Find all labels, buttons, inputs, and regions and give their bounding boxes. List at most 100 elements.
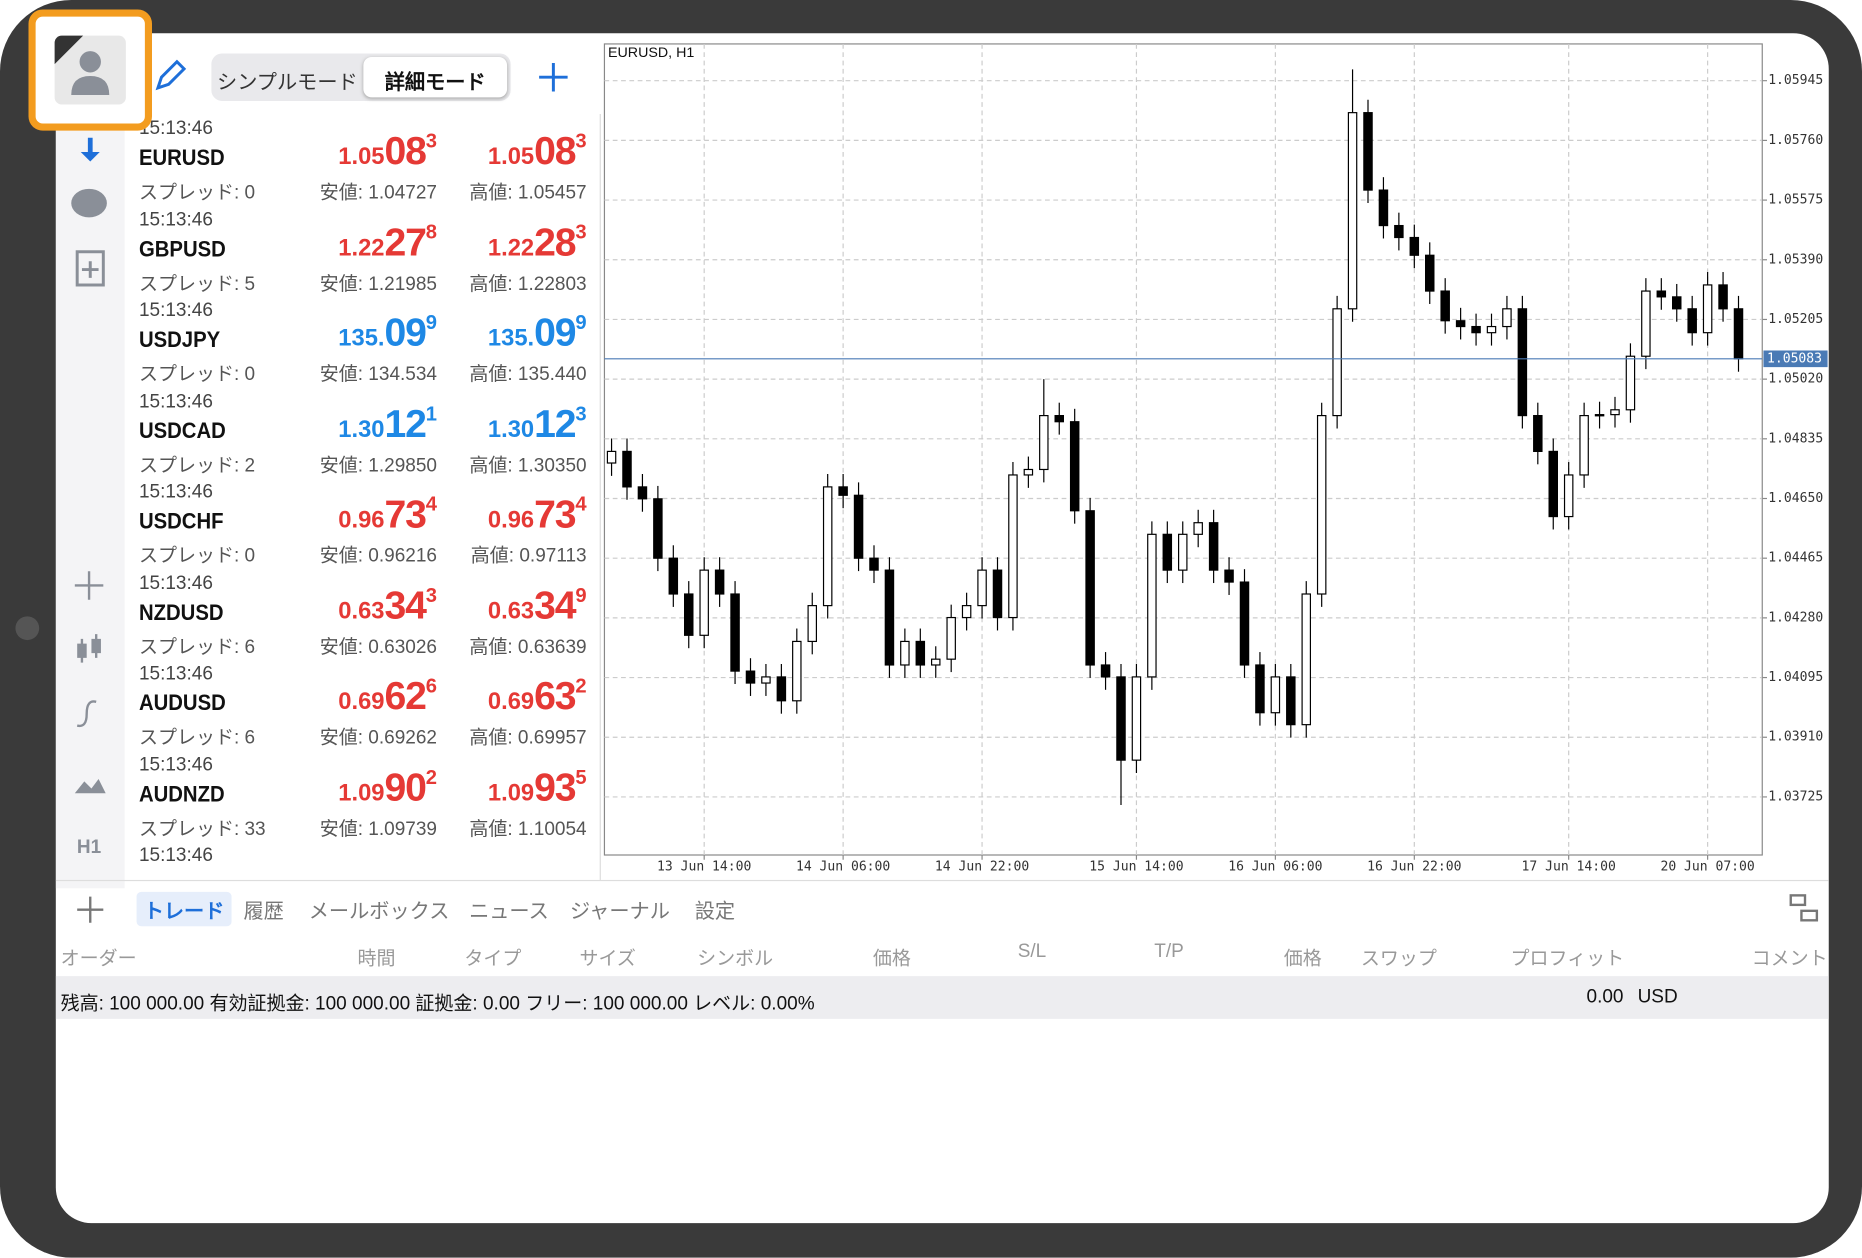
symbol[interactable]: AUDUSD bbox=[138, 691, 226, 717]
bid-price: 0.96734 bbox=[338, 492, 437, 537]
candle-body bbox=[714, 569, 725, 595]
candle-body bbox=[915, 640, 926, 666]
candle-body bbox=[1517, 308, 1528, 417]
candle-body bbox=[1301, 593, 1311, 726]
bid-part: 12 bbox=[384, 400, 427, 445]
chat-icon bbox=[71, 188, 107, 218]
symbol[interactable]: USDCHF bbox=[138, 509, 224, 535]
candle-body bbox=[869, 557, 879, 571]
ask-part: 135. bbox=[487, 325, 535, 352]
tab[interactable]: トレード bbox=[136, 891, 232, 927]
mode-selected bbox=[363, 57, 508, 98]
tab[interactable]: ジャーナル bbox=[570, 900, 670, 923]
bid-part: 0.96 bbox=[338, 507, 385, 534]
mode-tab[interactable]: 詳細モード bbox=[384, 71, 486, 94]
screen: H1 シンプルモード 詳細モード 15:13:46 EURUSD スプレッド: 0 安… bbox=[55, 33, 1829, 1224]
candle-body bbox=[1378, 189, 1389, 227]
symbol[interactable]: USDCAD bbox=[138, 418, 226, 444]
candle-body bbox=[1255, 664, 1265, 714]
symbol[interactable]: EURUSD bbox=[138, 146, 225, 171]
candles-icon-body bbox=[91, 638, 101, 654]
candle-body bbox=[1347, 112, 1358, 310]
y-tick-label: 1.05575 bbox=[1768, 193, 1823, 208]
candle-body bbox=[931, 658, 941, 666]
edit-icon[interactable] bbox=[151, 57, 189, 95]
ask-part: 1.05 bbox=[487, 143, 535, 170]
corner bbox=[54, 35, 84, 65]
tab[interactable]: メールボックス bbox=[308, 900, 450, 923]
status-bar bbox=[55, 976, 1829, 1019]
bid-part: 9 bbox=[425, 311, 437, 334]
candle-body bbox=[1008, 474, 1018, 619]
bid-part: 1 bbox=[425, 401, 437, 425]
symbol[interactable]: AUDNZD bbox=[138, 781, 225, 807]
candle-body bbox=[961, 605, 972, 619]
account-icon[interactable] bbox=[36, 17, 145, 124]
x-tick-label: 14 Jun 06:00 bbox=[796, 859, 890, 874]
quote-time: 15:13:46 bbox=[138, 845, 213, 866]
y-tick-label: 1.05390 bbox=[1768, 252, 1823, 267]
candle-body bbox=[1178, 533, 1188, 571]
ask-part: 12 bbox=[534, 400, 576, 445]
candle-body bbox=[1286, 676, 1296, 726]
spread: スプレッド: 6 bbox=[138, 637, 256, 658]
candle-body bbox=[1471, 325, 1481, 334]
bid-price: 135.099 bbox=[338, 310, 437, 355]
timeframe[interactable]: H1 bbox=[77, 837, 102, 858]
add-order[interactable] bbox=[75, 894, 106, 925]
x-tick-label: 13 Jun 14:00 bbox=[657, 859, 751, 874]
y-tick-label: 1.05945 bbox=[1768, 73, 1823, 88]
ask-part: 9 bbox=[575, 583, 587, 607]
bid-part: 09 bbox=[384, 309, 427, 354]
bid-part: 73 bbox=[384, 491, 427, 536]
bid-part: 0.69 bbox=[338, 688, 385, 715]
quote-time: 15:13:46 bbox=[138, 209, 213, 230]
bid-price: 1.22278 bbox=[338, 219, 437, 264]
candle-body bbox=[946, 616, 956, 660]
tab[interactable]: 履歴 bbox=[243, 900, 284, 923]
candle-body bbox=[1563, 474, 1574, 518]
quote-time: 15:13:46 bbox=[138, 391, 213, 412]
low: 安値: 1.21985 bbox=[319, 273, 437, 294]
plus bbox=[77, 896, 104, 923]
candle-body bbox=[1023, 468, 1034, 476]
ask-part: 4 bbox=[575, 492, 587, 516]
candle-body bbox=[684, 593, 694, 636]
spread: スプレッド: 6 bbox=[138, 727, 256, 749]
candle-body bbox=[1332, 308, 1342, 417]
column-header: コメント bbox=[1751, 948, 1828, 969]
column-header: プロフィット bbox=[1510, 948, 1625, 969]
bid-part: 62 bbox=[384, 673, 427, 718]
ask-part: 73 bbox=[534, 491, 576, 536]
symbol[interactable]: NZDUSD bbox=[138, 600, 224, 626]
add-symbol[interactable] bbox=[537, 61, 570, 94]
layout-icon[interactable] bbox=[1787, 892, 1820, 925]
candle-body bbox=[745, 670, 756, 684]
ask-part: 3 bbox=[575, 220, 587, 243]
y-tick-label: 1.05205 bbox=[1768, 312, 1823, 327]
ask-price: 1.22283 bbox=[488, 219, 587, 264]
ask-part: 08 bbox=[534, 128, 576, 173]
candle-body bbox=[1641, 290, 1651, 357]
ask-part: 0.96 bbox=[487, 507, 535, 534]
column-header: タイプ bbox=[464, 948, 522, 969]
current-price-box bbox=[1763, 350, 1828, 368]
bid-part: 3 bbox=[425, 129, 437, 152]
ask-part: 34 bbox=[534, 582, 576, 627]
high: 高値: 1.10054 bbox=[469, 818, 587, 839]
bid-part: 1.30 bbox=[338, 416, 385, 443]
high: 高値: 1.05457 bbox=[469, 182, 587, 204]
y-tick-label: 1.04280 bbox=[1768, 610, 1823, 625]
mode-tab[interactable]: シンプルモード bbox=[217, 71, 358, 94]
tab[interactable]: ニュース bbox=[469, 900, 549, 923]
chart-title: EURUSD, H1 bbox=[608, 45, 694, 61]
symbol[interactable]: USDJPY bbox=[138, 327, 221, 353]
low: 安値: 1.09739 bbox=[319, 818, 437, 839]
quote-time: 15:13:46 bbox=[138, 482, 213, 503]
symbol[interactable]: GBPUSD bbox=[138, 236, 226, 262]
low: 安値: 134.534 bbox=[319, 364, 437, 385]
chart: 1.05945 1.05760 1.05575 1.05390 1.05205 1.050… bbox=[603, 43, 1828, 874]
bid-part: 6 bbox=[425, 674, 437, 698]
column-header: S/L bbox=[1017, 941, 1047, 962]
tab[interactable]: 設定 bbox=[694, 900, 736, 923]
